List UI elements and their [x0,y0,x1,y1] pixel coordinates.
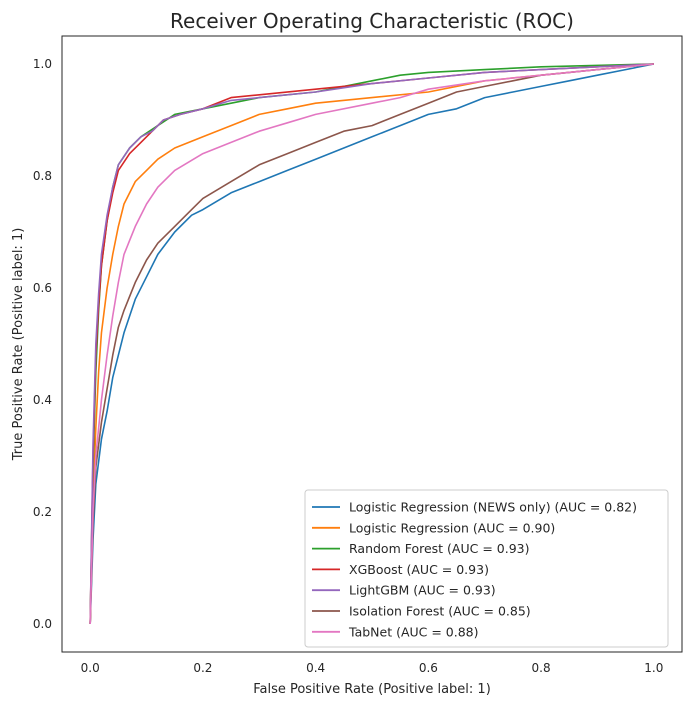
roc-curve-series-0 [89,63,654,625]
roc-curve-series-6 [89,63,654,625]
y-axis-ticks: 0.0 0.2 0.4 0.6 0.8 1.0 [33,57,52,631]
legend-frame [304,489,669,648]
x-tick-label: 0.6 [419,661,438,675]
x-axis-label: False Positive Rate (Positive label: 1) [253,682,491,697]
legend-entry-6: TabNet (AUC = 0.88) [348,624,479,639]
roc-curves [89,63,654,625]
roc-curve-series-1 [89,63,654,625]
legend-entry-2: Random Forest (AUC = 0.93) [349,541,530,556]
chart-title: Receiver Operating Characteristic (ROC) [170,9,574,33]
y-tick-label: 0.8 [33,169,52,183]
y-tick-label: 1.0 [33,57,52,71]
x-axis-ticks: 0.0 0.2 0.4 0.6 0.8 1.0 [81,661,664,675]
legend: Logistic Regression (NEWS only) (AUC = 0… [304,489,669,648]
y-tick-label: 0.0 [33,617,52,631]
x-tick-label: 0.8 [532,661,551,675]
roc-curve-series-4 [89,63,654,625]
x-tick-label: 0.0 [81,661,100,675]
legend-entry-0: Logistic Regression (NEWS only) (AUC = 0… [349,500,637,515]
x-tick-label: 0.2 [193,661,212,675]
x-tick-label: 0.4 [306,661,325,675]
roc-curve-series-5 [89,63,654,625]
legend-entry-1: Logistic Regression (AUC = 0.90) [349,520,555,535]
y-tick-label: 0.4 [33,393,52,407]
y-tick-label: 0.2 [33,505,52,519]
y-tick-label: 0.6 [33,281,52,295]
legend-entry-3: XGBoost (AUC = 0.93) [349,562,489,577]
legend-entry-5: Isolation Forest (AUC = 0.85) [349,604,531,619]
legend-entry-4: LightGBM (AUC = 0.93) [349,583,496,598]
x-tick-label: 1.0 [644,661,663,675]
y-axis-label: True Positive Rate (Positive label: 1) [11,228,26,462]
